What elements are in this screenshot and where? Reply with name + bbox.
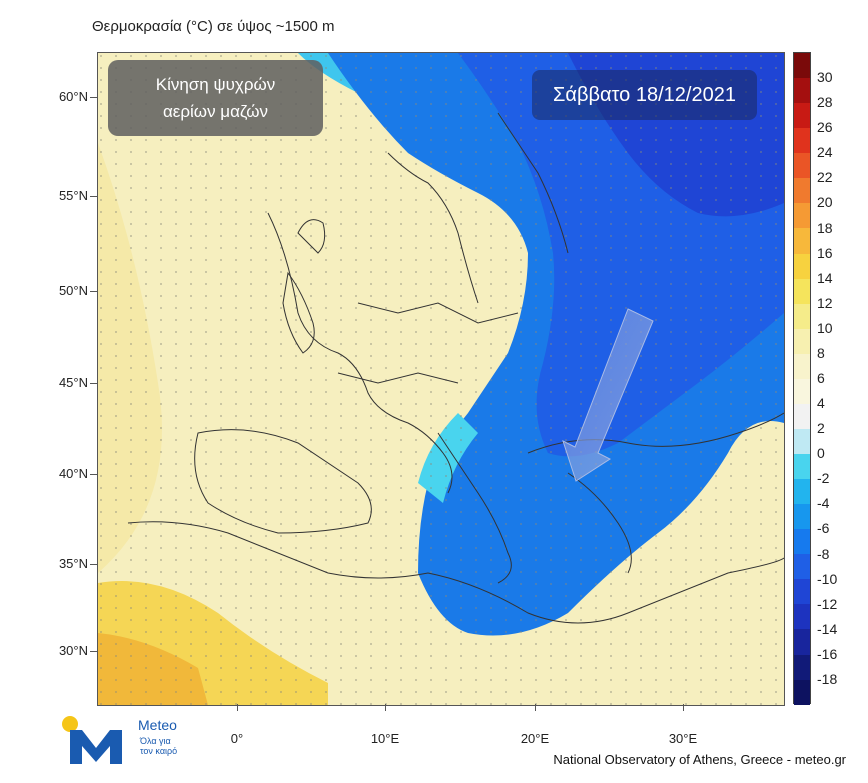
- colorbar-label: -18: [817, 670, 838, 687]
- meteo-logo: [62, 716, 122, 764]
- colorbar-segment: [794, 604, 810, 630]
- colorbar-label: -14: [817, 620, 838, 637]
- colorbar-segment: [794, 554, 810, 580]
- cold-air-movement-label: Κίνηση ψυχρών αερίων μαζών: [108, 60, 323, 136]
- lon-label-0: 0°: [230, 731, 244, 746]
- credit-text: National Observatory of Athens, Greece -…: [553, 752, 846, 767]
- colorbar-label: 30: [817, 69, 833, 86]
- lon-tick: [683, 704, 684, 711]
- colorbar-label: 14: [817, 269, 833, 286]
- colorbar-label: -6: [817, 520, 830, 537]
- sun-icon: [62, 716, 78, 732]
- date-label: Σάββατο 18/12/2021: [532, 70, 757, 120]
- colorbar-label: 0: [817, 445, 825, 462]
- colorbar-segment: [794, 78, 810, 104]
- colorbar-segment: [794, 654, 810, 680]
- colorbar-label: 10: [817, 319, 833, 336]
- lat-tick: [90, 564, 98, 565]
- logo-tagline-line-1: Όλα για: [140, 736, 171, 746]
- colorbar-segment: [794, 328, 810, 354]
- lon-label-20e: 20°E: [520, 731, 550, 746]
- colorbar-segment: [794, 203, 810, 229]
- colorbar-label: 18: [817, 219, 833, 236]
- colorbar-segment: [794, 679, 810, 705]
- m-logo-icon: [70, 730, 122, 764]
- coastlines: [127, 112, 784, 624]
- lat-label-60: 60°N: [58, 89, 88, 104]
- lon-label-30e: 30°E: [668, 731, 698, 746]
- cold-air-movement-arrow: [562, 308, 654, 482]
- colorbar-segment: [794, 629, 810, 655]
- lat-tick: [90, 97, 98, 98]
- cold-label-line-1: Κίνηση ψυχρών: [155, 75, 276, 94]
- lon-tick: [535, 704, 536, 711]
- colorbar-label: 4: [817, 395, 825, 412]
- lon-tick: [385, 704, 386, 711]
- colorbar-label: 8: [817, 344, 825, 361]
- lat-label-50: 50°N: [58, 283, 88, 298]
- lat-tick: [90, 196, 98, 197]
- lat-label-55: 55°N: [58, 188, 88, 203]
- lat-label-35: 35°N: [58, 556, 88, 571]
- colorbar-label: 12: [817, 294, 833, 311]
- colorbar-label: 28: [817, 94, 833, 111]
- colorbar-label: 22: [817, 169, 833, 186]
- colorbar-segment: [794, 253, 810, 279]
- colorbar-label: -10: [817, 570, 838, 587]
- colorbar-segment: [794, 529, 810, 555]
- colorbar-label: 6: [817, 370, 825, 386]
- colorbar-segment: [794, 278, 810, 304]
- colorbar-label: 2: [817, 420, 825, 437]
- lon-tick: [237, 704, 238, 711]
- colorbar-segment: [794, 228, 810, 254]
- colorbar-label: -16: [817, 645, 838, 662]
- colorbar-segment: [794, 153, 810, 179]
- lat-tick: [90, 474, 98, 475]
- lat-label-30: 30°N: [58, 643, 88, 658]
- colorbar-label: -8: [817, 545, 830, 562]
- lat-tick: [90, 651, 98, 652]
- colorbar-segment: [794, 479, 810, 505]
- cold-label-line-2: αερίων μαζών: [162, 102, 269, 121]
- colorbar-label: 26: [817, 119, 833, 136]
- lat-tick: [90, 383, 98, 384]
- colorbar-segment: [794, 378, 810, 404]
- chart-title: Θερμοκρασία (°C) σε ύψος ~1500 m: [92, 18, 335, 35]
- colorbar-segment: [794, 103, 810, 129]
- colorbar-label: 16: [817, 244, 833, 261]
- logo-tagline-line-2: τον καιρό: [140, 746, 178, 756]
- lat-tick: [90, 291, 98, 292]
- colorbar-segment: [794, 53, 810, 79]
- colorbar-segment: [794, 178, 810, 204]
- map-canvas: [98, 53, 784, 705]
- lat-label-40: 40°N: [58, 466, 88, 481]
- colorbar-segment: [794, 504, 810, 530]
- lat-label-45: 45°N: [58, 375, 88, 390]
- logo-tagline: Όλα για τον καιρό: [140, 736, 177, 756]
- colorbar-label: 20: [817, 194, 833, 211]
- colorbar-segment: [794, 454, 810, 480]
- colorbar-label: -2: [817, 470, 830, 487]
- colorbar-segment: [794, 353, 810, 379]
- colorbar-segment: [794, 303, 810, 329]
- colorbar-segment: [794, 579, 810, 605]
- colorbar-label: -4: [817, 495, 830, 512]
- colorbar-segment: [794, 128, 810, 154]
- colorbar: [793, 52, 811, 705]
- lon-label-10e: 10°E: [370, 731, 400, 746]
- colorbar-segment: [794, 428, 810, 454]
- colorbar-label: 24: [817, 144, 833, 161]
- colorbar-segment: [794, 403, 810, 429]
- temperature-map: [97, 52, 785, 706]
- logo-name: Meteo: [138, 717, 177, 733]
- colorbar-label: -12: [817, 595, 838, 612]
